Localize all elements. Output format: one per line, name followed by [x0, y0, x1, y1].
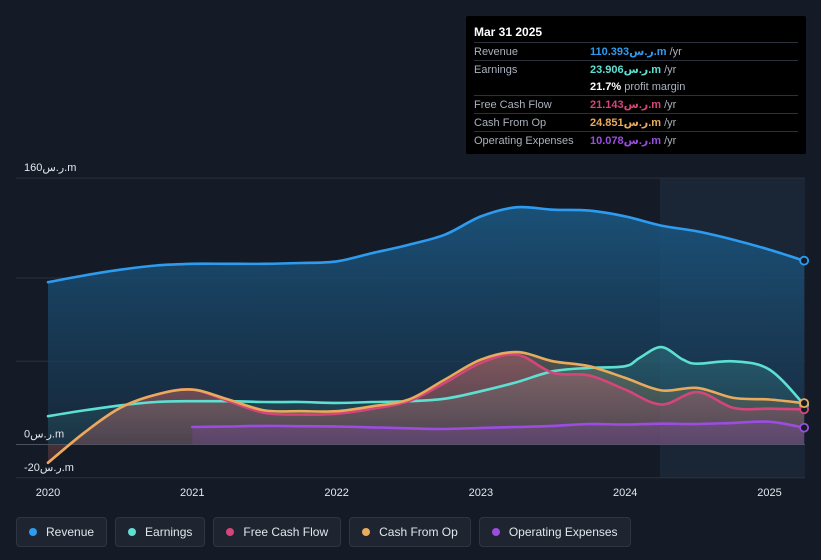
x-tick-label-2025: 2025 [757, 487, 781, 499]
legend-dot-icon [362, 528, 371, 536]
operating-expenses-end-point [799, 422, 810, 433]
tooltip-row-label: Revenue [474, 45, 519, 58]
tooltip-row-cash-from-op: Cash From Op 24.851ر.س.m/yr [474, 113, 798, 131]
legend-item-label: Operating Expenses [508, 525, 618, 539]
legend-item-free-cash-flow[interactable]: Free Cash Flow [213, 517, 342, 547]
tooltip-row-unit: /yr [664, 134, 677, 147]
legend-dot-icon [128, 528, 137, 536]
x-tick-label-2024: 2024 [613, 487, 637, 499]
tooltip-row-label: Free Cash Flow [474, 98, 552, 111]
x-tick-label-2021: 2021 [180, 487, 204, 499]
legend-dot-icon [29, 528, 37, 536]
legend-item-label: Free Cash Flow [243, 525, 329, 539]
y-tick-label: -20ر.س.m [24, 462, 74, 474]
operating-expenses-line [191, 420, 806, 431]
cash-from-op-area [48, 352, 805, 463]
tooltip-row-value: 21.7% [590, 80, 622, 93]
y-tick-label: 0ر.س.m [24, 429, 64, 441]
cash-from-op-line [46, 350, 806, 465]
tooltip-row-profit-margin: 21.7% profit margin [474, 78, 798, 95]
y-tick-label: 160ر.س.m [24, 162, 76, 174]
tooltip-row-free-cash-flow: Free Cash Flow 21.143ر.س.m/yr [474, 95, 798, 113]
tooltip-row-unit: profit margin [624, 80, 686, 93]
legend-item-label: Revenue [46, 525, 95, 539]
legend-item-earnings[interactable]: Earnings [115, 517, 206, 547]
legend-item-revenue[interactable]: Revenue [16, 517, 108, 547]
x-axis-labels: 2020 2021 2022 2023 2024 2025 [36, 487, 782, 499]
tooltip-row-value: 10.078ر.س.m [590, 135, 662, 147]
x-tick-label-2022: 2022 [324, 487, 348, 499]
tooltip-row-unit: /yr [664, 116, 677, 129]
chart-legend: Revenue Earnings Free Cash Flow Cash From O… [16, 517, 631, 547]
tooltip-date: Mar 31 2025 [474, 25, 543, 39]
tooltip-row-unit: /yr [664, 98, 677, 111]
tooltip-row-value: 24.851ر.س.m [590, 117, 662, 129]
cash-from-op-end-point [799, 398, 810, 409]
tooltip-row-label: Cash From Op [474, 116, 547, 129]
series-end-dots [799, 255, 810, 433]
series-lines [46, 205, 806, 465]
earnings-line [46, 345, 806, 418]
legend-item-label: Cash From Op [379, 525, 458, 539]
tooltip-row-label: Earnings [474, 63, 518, 76]
tooltip-row-earnings: Earnings 23.906ر.س.m/yr [474, 60, 798, 78]
tooltip-panel: Mar 31 2025 Revenue 110.393ر.س.m/yr Earnin… [466, 16, 806, 154]
revenue-end-point [799, 255, 810, 266]
x-tick-label-2023: 2023 [469, 487, 493, 499]
tooltip-row-label: Operating Expenses [474, 134, 574, 147]
tooltip-row-unit: /yr [669, 45, 682, 58]
tooltip-row-revenue: Revenue 110.393ر.س.m/yr [474, 42, 798, 60]
legend-item-cash-from-op[interactable]: Cash From Op [349, 517, 471, 547]
tooltip-row-unit: /yr [664, 63, 677, 76]
tooltip-row-value: 23.906ر.س.m [590, 64, 662, 76]
legend-dot-icon [491, 528, 500, 536]
tooltip-row-value: 110.393ر.س.m [590, 46, 667, 58]
tooltip-row-operating-expenses: Operating Expenses 10.078ر.س.m/yr [474, 131, 798, 149]
x-tick-label-2020: 2020 [36, 487, 60, 499]
legend-item-label: Earnings [145, 525, 193, 539]
legend-dot-icon [226, 528, 235, 536]
legend-item-operating-expenses[interactable]: Operating Expenses [478, 517, 631, 547]
y-axis-labels: 160ر.س.m 0ر.س.m -20ر.س.m [24, 162, 76, 474]
tooltip-row-value: 21.143ر.س.m [590, 99, 662, 111]
revenue-line [46, 205, 806, 284]
